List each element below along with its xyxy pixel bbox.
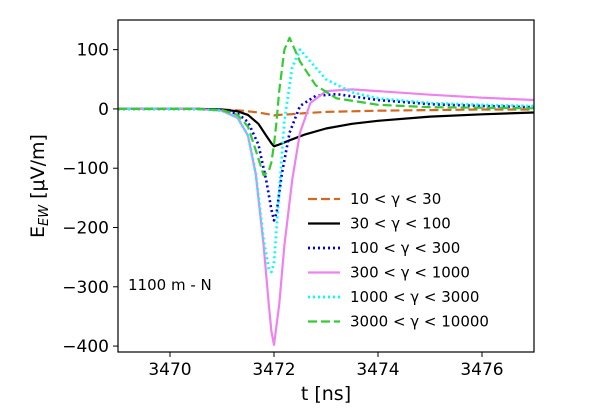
x-tick-label: 3476 <box>460 360 503 380</box>
x-tick-label: 3470 <box>148 360 191 380</box>
y-tick-label: −400 <box>62 337 109 357</box>
legend-label-4: 300 < γ < 1000 <box>350 264 470 282</box>
y-tick-label: −100 <box>62 159 109 179</box>
x-axis-label: t [ns] <box>301 383 351 405</box>
series-line-3 <box>118 92 534 222</box>
series-line-4 <box>118 88 534 346</box>
series-lines <box>118 36 534 346</box>
x-tick-label: 3474 <box>356 360 399 380</box>
y-axis-label-subscript: EW <box>37 204 52 226</box>
y-tick-label: 100 <box>77 41 109 61</box>
y-axis-label-unit: [μV/m] <box>27 134 49 205</box>
legend-label-5: 1000 < γ < 3000 <box>350 288 479 306</box>
y-axis-label-main: E <box>27 226 49 238</box>
series-line-2 <box>118 107 534 148</box>
y-axis-label: EEW [μV/m] <box>27 134 52 238</box>
annotation-label: 1100 m - N <box>128 276 212 294</box>
legend-label-6: 3000 < γ < 10000 <box>350 313 489 331</box>
legend-label-3: 100 < γ < 300 <box>350 239 460 257</box>
y-tick-label: −200 <box>62 219 109 239</box>
series-line-6 <box>118 36 534 177</box>
plot-frame <box>117 19 535 353</box>
x-tick-label: 3472 <box>252 360 295 380</box>
legend-label-2: 30 < γ < 100 <box>350 215 451 233</box>
legend: 10 < γ < 30 30 < γ < 100 100 < γ < 300 300 … <box>308 190 489 331</box>
legend-label-1: 10 < γ < 30 <box>350 190 441 208</box>
y-tick-label: 0 <box>98 100 109 120</box>
y-tick-label: −300 <box>62 278 109 298</box>
series-line-5 <box>118 48 534 274</box>
axis-ticks: 3470 3472 3474 3476 100 0 −100 −200 −300 −400 <box>62 41 503 380</box>
